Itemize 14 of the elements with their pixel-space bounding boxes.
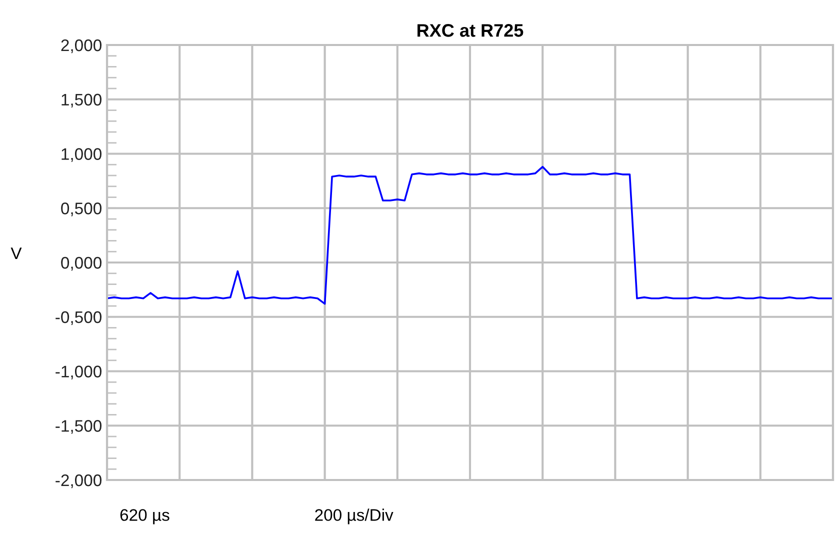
y-tick-label: 1,000 (62, 148, 102, 162)
y-tick-label: -1,000 (56, 366, 102, 380)
y-tick-label: 0,000 (61, 256, 102, 271)
y-tick-label: 1,500 (62, 94, 102, 108)
y-tick-label: 2,000 (61, 39, 102, 54)
y-axis-title: V (10, 248, 22, 260)
chart-title: RXC at R725 (418, 24, 524, 37)
y-tick-label: -2,000 (56, 474, 102, 488)
text: 200 µs/Div (315, 508, 394, 524)
y-tick-label: 0,500 (61, 202, 102, 216)
y-tick-label: -1,500 (56, 420, 102, 434)
text: 620 µs (120, 509, 170, 524)
line-series (107, 166, 833, 305)
y-tick-label: -0,500 (56, 311, 102, 326)
